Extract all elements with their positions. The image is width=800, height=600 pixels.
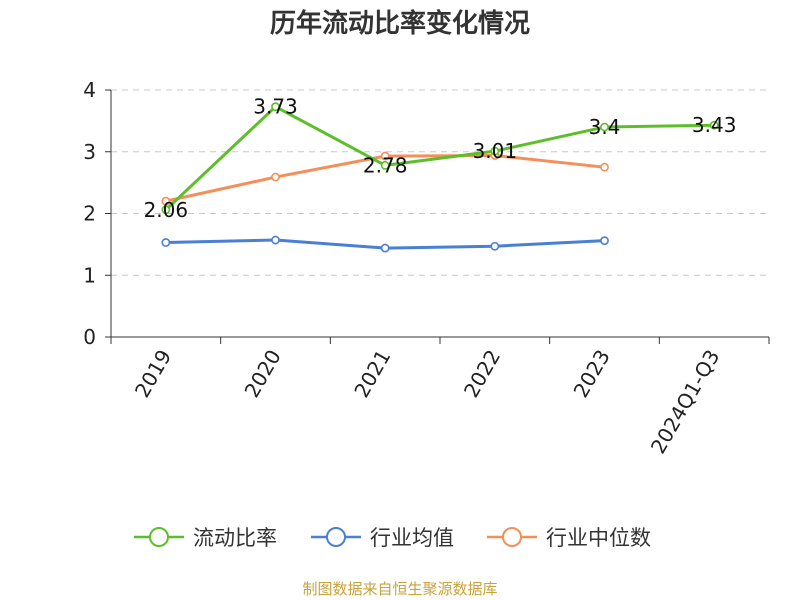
point-2-2 <box>380 151 390 161</box>
point-0-1 <box>271 102 280 112</box>
y-tick-label-1: 1 <box>83 263 96 287</box>
point-0-0 <box>161 205 171 215</box>
data-label-3: 3.01 <box>473 139 518 163</box>
x-tick-label-2020: 2020 <box>240 346 286 402</box>
point-0-4 <box>600 122 609 132</box>
series-0 <box>161 102 719 215</box>
point-1-3 <box>490 241 500 251</box>
axes: 0 1 2 3 4 2019 2020 2021 2022 2023 2024Q1-Q3 <box>83 78 770 458</box>
legend-item-1: 行业均值 <box>311 526 454 550</box>
x-tick-label-2023: 2023 <box>569 346 615 402</box>
y-tick-label-4: 4 <box>83 78 96 102</box>
legend-item-2: 行业中位数 <box>487 526 651 550</box>
point-2-0 <box>161 196 171 206</box>
chart-title: 历年流动比率变化情况 <box>270 8 530 39</box>
legend-item-0: 流动比率 <box>134 526 277 550</box>
point-1-2 <box>380 243 390 253</box>
legend-marker-0 <box>149 527 169 547</box>
point-2-1 <box>271 172 280 182</box>
series-line-0 <box>164 105 715 211</box>
series-1 <box>161 235 609 253</box>
legend-label-1: 行业均值 <box>370 526 454 550</box>
x-tick-label-2019: 2019 <box>130 346 176 402</box>
data-label-1: 3.73 <box>253 95 298 119</box>
data-label-5: 3.43 <box>692 113 737 137</box>
series-lines <box>161 102 719 253</box>
x-tick-label-2022: 2022 <box>459 346 505 402</box>
x-tick-label-2021: 2021 <box>349 346 395 402</box>
legend-label-0: 流动比率 <box>193 526 277 550</box>
data-label-4: 3.4 <box>589 115 621 139</box>
point-1-4 <box>600 236 609 246</box>
point-0-3 <box>490 146 500 156</box>
legend-marker-2 <box>502 527 522 547</box>
point-2-4 <box>600 162 609 172</box>
point-1-1 <box>271 235 280 245</box>
legend-label-2: 行业中位数 <box>546 526 651 550</box>
y-tick-label-2: 2 <box>83 202 96 226</box>
x-tick-label-2024Q1-Q3: 2024Q1-Q3 <box>646 346 725 458</box>
point-0-2 <box>380 160 390 170</box>
data-label-0: 2.06 <box>144 198 189 222</box>
point-0-5 <box>709 120 719 130</box>
source-note: 制图数据来自恒生聚源数据库 <box>302 580 497 598</box>
data-label-2: 2.78 <box>363 153 408 177</box>
y-tick-label-0: 0 <box>83 325 96 349</box>
legend-marker-1 <box>326 527 346 547</box>
y-tick-label-3: 3 <box>83 140 96 164</box>
data-labels: 2.06 3.73 2.78 3.01 3.4 3.43 <box>144 95 737 222</box>
point-1-0 <box>161 238 171 247</box>
legend: 流动比率 行业均值 行业中位数 <box>134 526 651 550</box>
series-2 <box>161 151 609 206</box>
